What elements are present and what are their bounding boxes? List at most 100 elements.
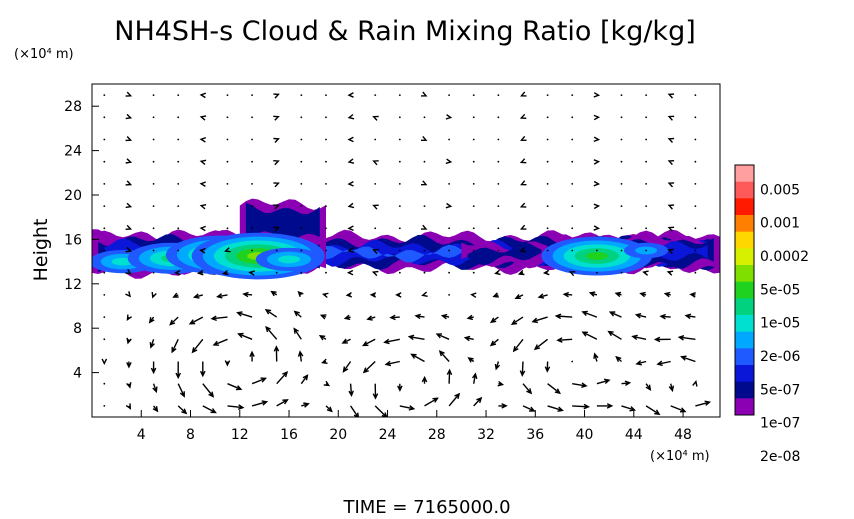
- wind-vector: [398, 138, 401, 141]
- wind-vector: [684, 313, 696, 320]
- wind-vector: [152, 138, 155, 141]
- wind-vector: [497, 94, 500, 96]
- wind-vector: [542, 269, 550, 276]
- wind-vector: [177, 138, 180, 141]
- wind-vector: [276, 370, 289, 385]
- wind-vector: [366, 315, 376, 321]
- colorbar-swatch: [735, 198, 754, 216]
- wind-vector: [497, 116, 500, 119]
- wind-vector: [152, 160, 155, 163]
- colorbar-swatch: [735, 315, 754, 333]
- wind-vector: [347, 225, 354, 232]
- y-tick-label: 20: [64, 188, 82, 204]
- wind-vector: [242, 291, 253, 298]
- wind-vector: [197, 269, 204, 276]
- wind-vector: [562, 291, 573, 298]
- wind-vector: [191, 338, 204, 354]
- colorbar-swatch: [735, 281, 754, 299]
- wind-vector: [667, 93, 675, 99]
- wind-vector: [470, 292, 477, 298]
- wind-vector: [494, 361, 501, 371]
- wind-vector: [656, 360, 671, 367]
- wind-vector: [103, 205, 106, 208]
- wind-vector: [568, 271, 576, 277]
- wind-vector: [420, 224, 428, 230]
- wind-vector: [694, 271, 697, 274]
- wind-vector: [581, 331, 598, 340]
- mixing-ratio-field: [92, 198, 720, 280]
- wind-vector: [103, 405, 106, 407]
- wind-vector: [620, 249, 623, 252]
- wind-vector: [273, 93, 280, 99]
- wind-vector: [101, 358, 108, 365]
- wind-vector: [497, 205, 500, 208]
- wind-vector: [177, 160, 180, 163]
- colorbar-label: 1e-07: [760, 416, 800, 432]
- colorbar-label: 5e-05: [760, 282, 800, 298]
- wind-vector: [171, 338, 179, 354]
- wind-vector: [614, 291, 622, 298]
- x-unit-label: (×10⁴ m): [650, 449, 710, 464]
- wind-vector: [293, 327, 302, 340]
- wind-vector: [520, 180, 527, 186]
- wind-vector: [251, 205, 253, 208]
- plot-frame: [91, 83, 721, 418]
- y-axis-label: Height: [30, 219, 52, 282]
- colorbar-swatch: [735, 365, 754, 383]
- wind-vector: [270, 290, 278, 297]
- wind-vector: [519, 361, 526, 377]
- wind-vector: [694, 227, 697, 230]
- wind-vector: [199, 115, 207, 121]
- wind-vector: [608, 311, 622, 318]
- wind-vector: [325, 227, 327, 230]
- wind-vector: [448, 271, 450, 274]
- wind-vector: [248, 270, 255, 276]
- wind-vector: [275, 271, 278, 274]
- wind-vector: [667, 248, 674, 254]
- wind-vector: [202, 405, 217, 414]
- wind-vector: [300, 160, 303, 163]
- wind-vector: [236, 311, 253, 318]
- wind-vector: [126, 361, 132, 369]
- wind-vector: [571, 249, 574, 252]
- wind-vector: [251, 160, 253, 163]
- wind-vector: [407, 334, 425, 341]
- wind-vector: [398, 160, 401, 163]
- colorbar-swatch: [735, 265, 754, 283]
- wind-vector: [498, 403, 508, 409]
- wind-vector: [325, 405, 333, 413]
- wind-vector: [300, 138, 303, 141]
- wind-vector: [374, 183, 377, 185]
- wind-vector: [297, 290, 304, 298]
- wind-vector: [347, 158, 355, 164]
- wind-vector: [126, 337, 132, 345]
- wind-vector: [273, 345, 280, 362]
- wind-vector: [251, 116, 253, 119]
- wind-vector: [188, 316, 204, 325]
- wind-vector: [374, 405, 388, 417]
- y-axis: 4 8 12 16 20 24 28: [64, 99, 99, 382]
- wind-vector: [448, 138, 450, 141]
- wind-vector: [372, 204, 379, 210]
- colorbar-label: 2e-08: [760, 449, 800, 465]
- wind-vector: [372, 160, 379, 166]
- colorbar-legend: 0.005 0.001 0.0002 5e-05 1e-05 2e-06 5e-07 1e-0…: [734, 164, 809, 465]
- colorbar-swatch: [735, 331, 754, 349]
- wind-vector: [300, 227, 303, 230]
- wind-vector: [620, 271, 623, 274]
- wind-vector: [440, 313, 450, 320]
- wind-vector: [510, 316, 524, 325]
- wind-vector: [472, 94, 475, 96]
- wind-vector: [571, 205, 574, 208]
- wind-vector: [125, 180, 133, 186]
- wind-vector: [103, 294, 106, 296]
- wind-vector: [169, 316, 179, 326]
- wind-vector: [620, 160, 623, 163]
- wind-vector: [547, 405, 564, 412]
- wind-vector: [492, 292, 499, 298]
- wind-vector: [199, 136, 207, 143]
- wind-vector: [520, 135, 527, 141]
- wind-vector: [571, 360, 574, 363]
- wind-vector: [126, 314, 133, 322]
- wind-vector: [695, 400, 712, 407]
